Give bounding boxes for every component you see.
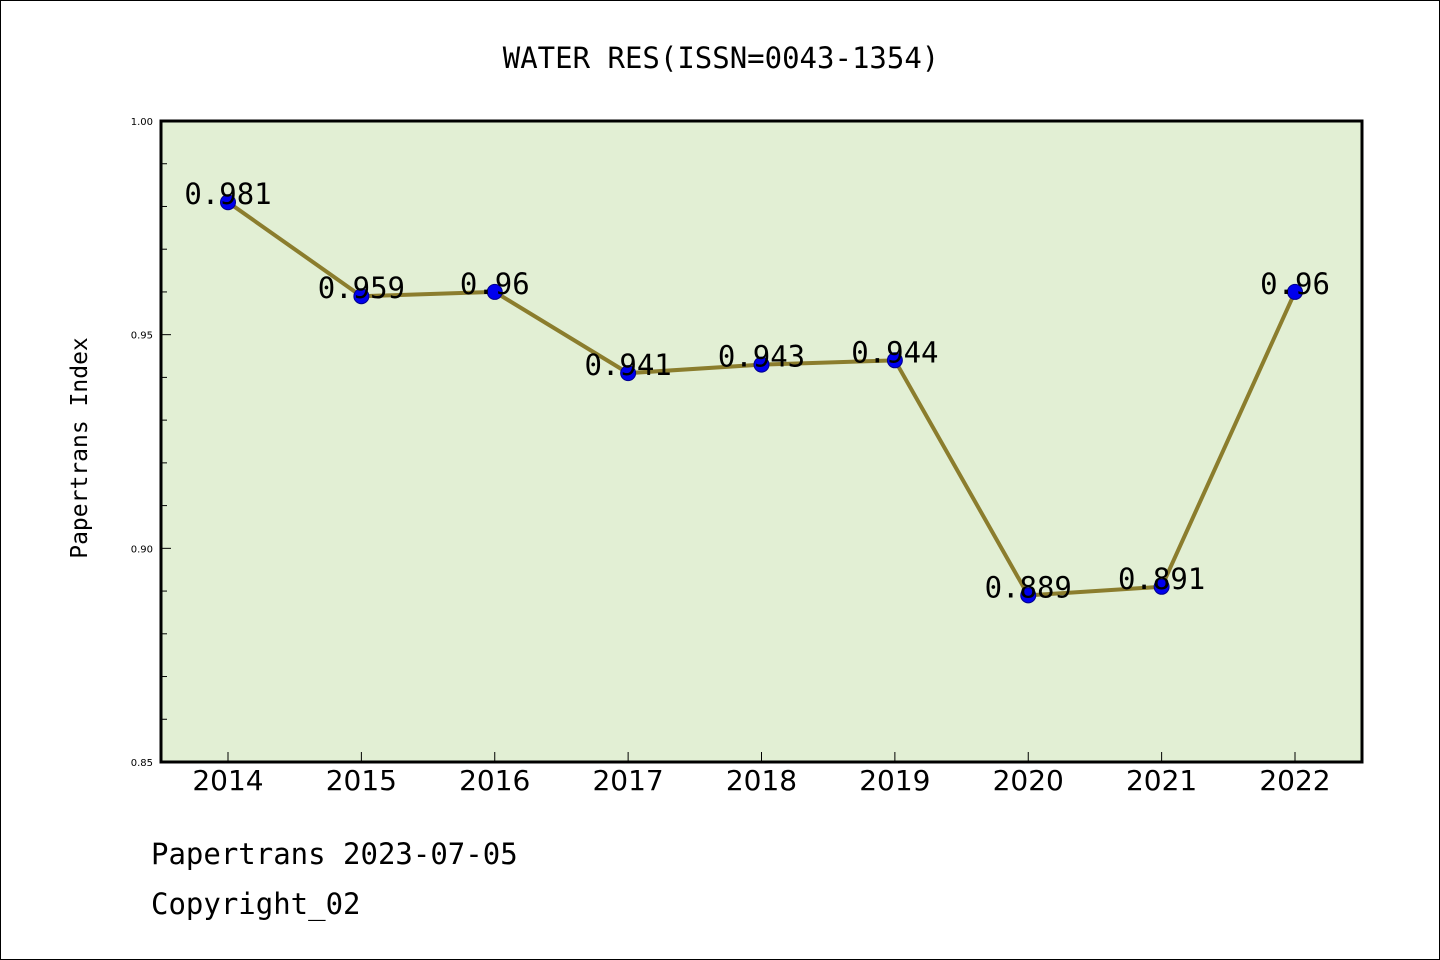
- data-point: [753, 356, 770, 373]
- x-tick-label: 2020: [993, 764, 1064, 797]
- x-tick-label: 2019: [859, 764, 930, 797]
- data-point: [1287, 283, 1303, 300]
- data-label: 0.943: [718, 340, 805, 374]
- data-point: [353, 288, 370, 305]
- y-tick-label: 0.85: [131, 758, 153, 769]
- data-point: [1153, 578, 1170, 595]
- data-label: 0.891: [1118, 562, 1205, 596]
- x-tick-label: 2015: [326, 764, 397, 797]
- data-label: 0.889: [985, 570, 1072, 604]
- data-point: [486, 283, 503, 300]
- x-tick-label: 2022: [1259, 764, 1330, 797]
- x-tick-label: 2014: [192, 764, 263, 797]
- series-markers: [220, 194, 1303, 604]
- x-tick-label: 2021: [1126, 764, 1197, 797]
- y-tick-label: 0.95: [131, 331, 153, 342]
- data-label: 0.944: [851, 335, 938, 369]
- footer-copyright: Copyright_02: [151, 887, 361, 921]
- data-label: 0.941: [584, 348, 671, 382]
- data-point: [886, 352, 903, 369]
- data-label: 0.96: [1260, 267, 1330, 301]
- y-axis-label: Papertrans Index: [67, 337, 93, 559]
- chart-title: WATER RES(ISSN=0043-1354): [503, 41, 940, 75]
- data-point: [620, 365, 637, 382]
- footer-date: Papertrans 2023-07-05: [151, 837, 518, 871]
- plot-border: [159, 119, 1364, 764]
- plot-area: [161, 121, 1362, 762]
- x-axis: 2014 2015 2016 2017 2018 2019 2020 2021 2022: [192, 752, 1331, 797]
- x-tick-label: 2016: [459, 764, 530, 797]
- data-point: [220, 194, 236, 211]
- x-tick-label: 2017: [592, 764, 663, 797]
- y-tick-label: 1.00: [131, 117, 153, 128]
- y-tick-label: 0.90: [131, 544, 153, 555]
- data-point: [1020, 587, 1037, 604]
- x-tick-label: 2018: [726, 764, 797, 797]
- data-labels: 0.981 0.959 0.96 0.941 0.943 0.944 0.889 0.891 0…: [184, 177, 1330, 604]
- data-label: 0.96: [460, 267, 530, 301]
- data-label: 0.981: [184, 177, 271, 211]
- data-label: 0.959: [318, 271, 405, 305]
